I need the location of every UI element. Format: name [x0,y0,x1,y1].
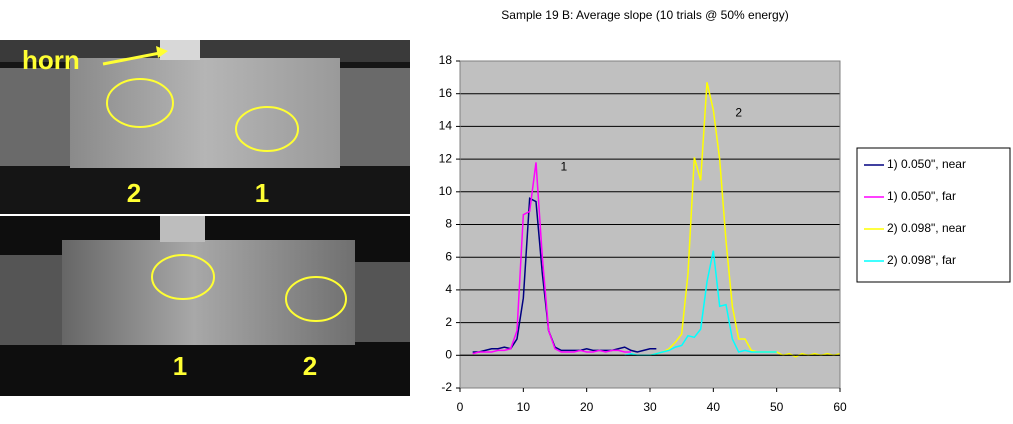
x-tick-label: 20 [580,400,594,414]
legend-label: 1) 0.050", near [887,157,966,171]
x-tick-label: 0 [457,400,464,414]
x-tick-label: 30 [643,400,657,414]
chart-title: Sample 19 B: Average slope (10 trials @ … [501,8,788,22]
y-tick-label: 6 [445,249,452,263]
annotation: 2 [735,105,742,119]
y-tick-label: 10 [439,184,453,198]
y-tick-label: 16 [439,86,453,100]
legend-label: 2) 0.098", near [887,221,966,235]
x-tick-label: 60 [833,400,847,414]
legend-label: 1) 0.050", far [887,189,956,203]
y-tick-label: -2 [441,380,452,394]
photo-label: 1 [173,351,187,381]
series-line [637,82,841,358]
photo-label: 2 [303,351,317,381]
series-line [472,162,631,355]
x-tick-label: 40 [707,400,721,414]
photo-bottom: 1 2 [0,216,410,396]
series-line [472,197,657,353]
y-tick-label: 8 [445,217,452,231]
photo-label: 2 [127,178,141,208]
x-tick-label: 10 [517,400,531,414]
photo-label: 1 [255,178,269,208]
annotation: 1 [561,159,568,173]
y-tick-label: 14 [439,119,453,133]
x-tick-label: 50 [770,400,784,414]
y-tick-label: 2 [445,315,452,329]
photo-label: horn [22,45,80,75]
y-tick-label: 4 [445,282,452,296]
y-tick-label: 0 [445,347,452,361]
y-tick-label: 12 [439,151,453,165]
photo-top: horn 2 1 [0,40,410,214]
y-tick-label: 18 [439,53,453,67]
legend [856,147,1011,283]
legend-label: 2) 0.098", far [887,253,956,267]
